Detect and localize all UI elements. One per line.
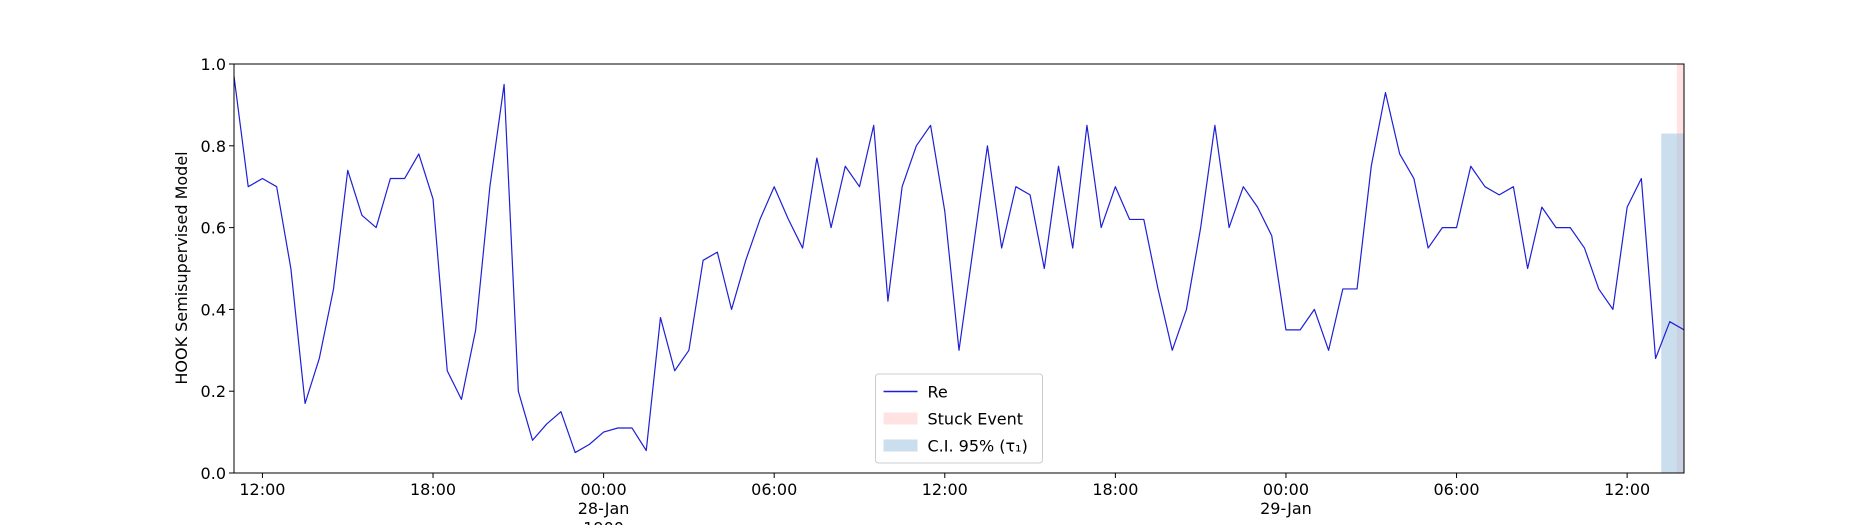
region (1661, 133, 1684, 473)
x-tick-label: 12:00 (922, 480, 968, 499)
x-tick-label: 18:00 (410, 480, 456, 499)
legend-patch (883, 412, 918, 425)
line-series (234, 76, 1684, 454)
y-tick-label: 0.6 (201, 219, 226, 238)
y-tick-label: 0.4 (201, 300, 226, 319)
legend-label: Stuck Event (928, 410, 1024, 429)
x-tick-label: 18:00 (1092, 480, 1138, 499)
legend-label: C.I. 95% (τ₁) (928, 437, 1028, 456)
y-tick-label: 0.8 (201, 137, 226, 156)
plot-frame (233, 63, 1685, 474)
legend: Re Stuck Event C.I. 95% (τ₁) (875, 373, 1043, 464)
legend-patch (883, 439, 918, 452)
y-tick-label: 0.2 (201, 382, 226, 401)
x-tick-label: 06:00 (1433, 480, 1479, 499)
x-tick-label: 06:00 (751, 480, 797, 499)
x-tick-label: 12:00 (239, 480, 285, 499)
y-axis-label: HOOK Semisupervised Model (172, 151, 191, 384)
y-tick-label: 1.0 (201, 55, 226, 74)
legend-label: Re (928, 383, 948, 402)
y-tick-label: 0.0 (201, 464, 226, 483)
x-tick-label: 12:00 (1604, 480, 1650, 499)
x-tick-label: 00:00 29-Jan (1260, 480, 1312, 518)
